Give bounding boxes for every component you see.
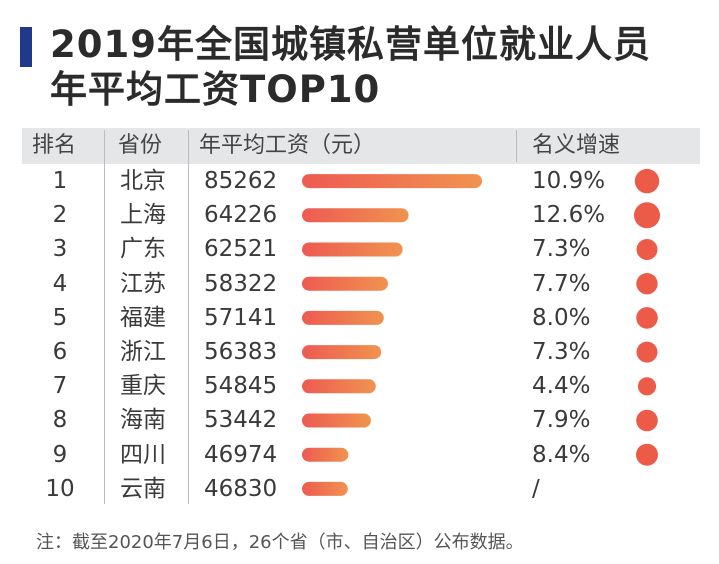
growth-label: 7.9%	[532, 407, 591, 434]
column-divider-1	[104, 130, 105, 504]
rank-label: 2	[52, 202, 68, 229]
wage-bar	[302, 242, 403, 257]
growth-dot	[634, 168, 660, 194]
growth-label: 8.4%	[532, 441, 591, 468]
wage-bar	[302, 447, 349, 462]
growth-label: 12.6%	[532, 202, 606, 229]
rank-label: 6	[52, 339, 68, 365]
province-label: 云南	[120, 475, 166, 502]
chart-title: 2019年全国城镇私营单位就业人员 年平均工资TOP10	[50, 22, 651, 112]
rank-label: 5	[52, 304, 68, 331]
growth-dot	[636, 341, 658, 363]
wage-bar	[302, 276, 388, 291]
growth-dot	[636, 239, 658, 260]
chart-marks	[302, 168, 660, 496]
growth-label: 7.3%	[532, 339, 591, 365]
wage-bar	[302, 174, 482, 189]
growth-dot	[636, 443, 658, 466]
table-header	[22, 128, 700, 164]
wage-label: 58322	[204, 270, 278, 297]
wage-label: 64226	[204, 202, 278, 229]
wage-label: 53442	[204, 407, 278, 434]
wage-bar	[302, 379, 376, 394]
wage-label: 54845	[204, 373, 278, 400]
column-divider-2	[188, 130, 189, 504]
rank-label: 7	[52, 373, 68, 400]
footnote: 注：截至2020年7月6日，26个省（市、自治区）公布数据。	[36, 532, 524, 553]
header-rank: 排名	[32, 133, 77, 158]
province-label: 海南	[120, 407, 166, 434]
growth-dot	[636, 409, 658, 432]
growth-label: 4.4%	[532, 373, 591, 400]
growth-dot	[637, 377, 657, 396]
rank-label: 1	[52, 168, 68, 194]
rank-label: 10	[45, 475, 75, 502]
rank-label: 3	[52, 236, 68, 263]
rank-label: 4	[52, 270, 68, 297]
province-label: 浙江	[120, 339, 166, 365]
province-label: 上海	[120, 202, 166, 229]
wage-label: 62521	[204, 236, 278, 263]
province-label: 四川	[120, 441, 166, 468]
chart-title-line-1: 2019年全国城镇私营单位就业人员	[50, 23, 651, 66]
header-growth: 名义增速	[532, 133, 621, 158]
wage-label: 85262	[204, 168, 278, 194]
header-wage: 年平均工资（元）	[199, 133, 376, 158]
wage-bar	[302, 310, 384, 325]
wage-label: 46830	[204, 475, 278, 502]
province-label: 重庆	[120, 373, 166, 400]
province-label: 广东	[120, 236, 166, 263]
growth-dot	[636, 307, 658, 329]
header-province: 省份	[118, 133, 163, 158]
growth-dot	[634, 202, 660, 229]
rank-label: 8	[52, 407, 68, 434]
wage-bar	[302, 481, 348, 496]
rank-label: 9	[52, 441, 68, 468]
growth-dot	[636, 273, 658, 295]
growth-label: 10.9%	[532, 168, 606, 194]
column-divider-3	[516, 130, 517, 162]
wage-bar	[302, 208, 409, 223]
growth-label: /	[532, 475, 540, 502]
wage-bar	[302, 413, 371, 428]
wage-table: 排名 省份 年平均工资（元） 名义增速 1 北京 85262 10.9% 2 上海 6422…	[22, 128, 700, 504]
growth-label: 7.7%	[532, 270, 591, 297]
growth-label: 8.0%	[532, 304, 591, 331]
wage-label: 57141	[204, 304, 278, 331]
wage-label: 56383	[204, 339, 278, 365]
wage-bar	[302, 345, 382, 360]
title-accent-bar	[20, 27, 32, 67]
wage-label: 46974	[204, 441, 278, 468]
province-label: 福建	[120, 304, 166, 331]
growth-label: 7.3%	[532, 236, 591, 263]
province-label: 北京	[120, 168, 166, 194]
province-label: 江苏	[120, 270, 166, 297]
chart-title-line-2: 年平均工资TOP10	[50, 68, 381, 111]
